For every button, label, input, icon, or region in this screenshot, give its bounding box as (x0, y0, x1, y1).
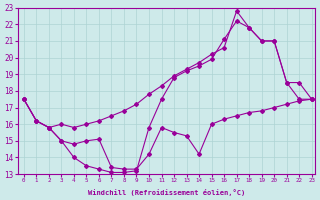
X-axis label: Windchill (Refroidissement éolien,°C): Windchill (Refroidissement éolien,°C) (88, 189, 245, 196)
